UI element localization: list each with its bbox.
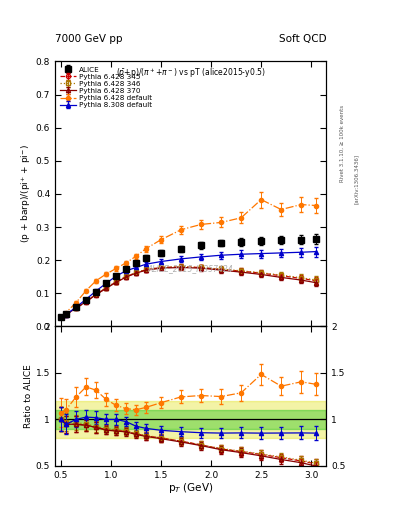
Text: Rivet 3.1.10, ≥ 100k events: Rivet 3.1.10, ≥ 100k events bbox=[340, 105, 345, 182]
X-axis label: p$_{T}$ (GeV): p$_{T}$ (GeV) bbox=[168, 481, 213, 495]
Text: 7000 GeV pp: 7000 GeV pp bbox=[55, 33, 123, 44]
Legend: ALICE, Pythia 6.428 345, Pythia 6.428 346, Pythia 6.428 370, Pythia 6.428 defaul: ALICE, Pythia 6.428 345, Pythia 6.428 34… bbox=[57, 63, 155, 111]
Y-axis label: Ratio to ALICE: Ratio to ALICE bbox=[24, 365, 33, 428]
Text: ($\bar{p}$+p)/($\pi^+$+$\pi^-$) vs pT (alice2015-y0.5): ($\bar{p}$+p)/($\pi^+$+$\pi^-$) vs pT (a… bbox=[116, 67, 265, 80]
Text: [arXiv:1306.3436]: [arXiv:1306.3436] bbox=[354, 154, 359, 204]
Text: Soft QCD: Soft QCD bbox=[279, 33, 326, 44]
Text: ALICE_2015_I1357424: ALICE_2015_I1357424 bbox=[148, 264, 233, 273]
Bar bbox=[55, 401, 326, 438]
Bar bbox=[55, 410, 326, 429]
Y-axis label: (p + barp)/(pi$^{+}$ + pi$^{-}$): (p + barp)/(pi$^{+}$ + pi$^{-}$) bbox=[19, 144, 33, 243]
